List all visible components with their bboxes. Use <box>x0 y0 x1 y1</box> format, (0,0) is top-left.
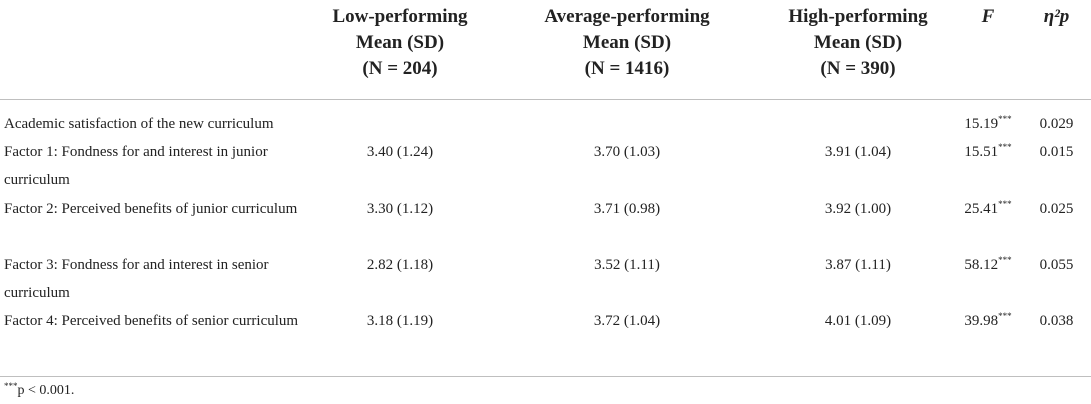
cell-low: 3.40 (1.24) <box>366 144 434 160</box>
cell-low: 3.18 (1.19) <box>366 313 434 329</box>
f-value: 39.98 <box>964 313 999 329</box>
cell-high: 3.92 (1.00) <box>824 201 892 217</box>
table-footnote: ***p < 0.001. <box>4 381 74 401</box>
cell-low: 3.30 (1.12) <box>366 201 434 217</box>
header-low-stat: Mean (SD) <box>355 32 445 53</box>
header-high-performing: High-performing Mean (SD) (N = 390) <box>758 4 958 82</box>
cell-average: 3.71 (0.98) <box>593 201 661 217</box>
f-value: 25.41 <box>964 201 999 217</box>
cell-average: 3.52 (1.11) <box>594 257 660 273</box>
cell-eta: 0.025 <box>1039 201 1074 217</box>
cell-eta: 0.038 <box>1039 313 1074 329</box>
header-high-n: (N = 390) <box>820 58 896 79</box>
header-f-label: F <box>981 6 995 27</box>
cell-low: 2.82 (1.18) <box>366 257 434 273</box>
header-low-title: Low-performing <box>332 6 468 27</box>
cell-f: 58.12*** <box>958 251 1018 279</box>
f-significance: *** <box>998 142 1012 152</box>
header-f: F <box>958 4 1018 30</box>
cell-high: 3.87 (1.11) <box>825 257 891 273</box>
cell-average: 3.72 (1.04) <box>593 313 661 329</box>
header-average-performing: Average-performing Mean (SD) (N = 1416) <box>527 4 727 82</box>
cell-high: 4.01 (1.09) <box>824 313 892 329</box>
cell-f: 15.51*** <box>958 138 1018 166</box>
f-value: 15.19 <box>964 116 999 132</box>
table-header: Low-performing Mean (SD) (N = 204) Avera… <box>0 0 1091 100</box>
footnote-text: p < 0.001. <box>17 383 75 398</box>
footnote-significance: *** <box>4 381 18 391</box>
f-value: 58.12 <box>964 257 999 273</box>
cell-average: 3.70 (1.03) <box>593 144 661 160</box>
header-low-performing: Low-performing Mean (SD) (N = 204) <box>300 4 500 82</box>
header-avg-title: Average-performing <box>544 6 710 27</box>
f-significance: *** <box>998 114 1012 124</box>
f-significance: *** <box>998 199 1012 209</box>
header-high-stat: Mean (SD) <box>813 32 903 53</box>
header-high-title: High-performing <box>788 6 928 27</box>
cell-f: 25.41*** <box>958 195 1018 223</box>
f-significance: *** <box>998 311 1012 321</box>
cell-f: 15.19*** <box>958 110 1018 138</box>
cell-f: 39.98*** <box>958 307 1018 335</box>
header-avg-stat: Mean (SD) <box>582 32 672 53</box>
footer-divider <box>0 376 1091 377</box>
cell-high: 3.91 (1.04) <box>824 144 892 160</box>
row-label: Factor 1: Fondness for and interest in j… <box>4 144 268 188</box>
header-eta: η²p <box>1022 4 1091 30</box>
header-divider <box>0 99 1091 100</box>
cell-eta: 0.015 <box>1039 144 1074 160</box>
row-label: Factor 3: Fondness for and interest in s… <box>4 257 269 301</box>
cell-eta: 0.055 <box>1039 257 1074 273</box>
f-significance: *** <box>998 255 1012 265</box>
row-label: Academic satisfaction of the new curricu… <box>4 116 274 132</box>
cell-eta: 0.029 <box>1039 116 1074 132</box>
f-value: 15.51 <box>964 144 999 160</box>
row-label: Factor 2: Perceived benefits of junior c… <box>4 201 298 217</box>
header-avg-n: (N = 1416) <box>584 58 670 79</box>
row-label: Factor 4: Perceived benefits of senior c… <box>4 313 299 329</box>
header-eta-label: η²p <box>1043 6 1070 27</box>
header-low-n: (N = 204) <box>362 58 438 79</box>
